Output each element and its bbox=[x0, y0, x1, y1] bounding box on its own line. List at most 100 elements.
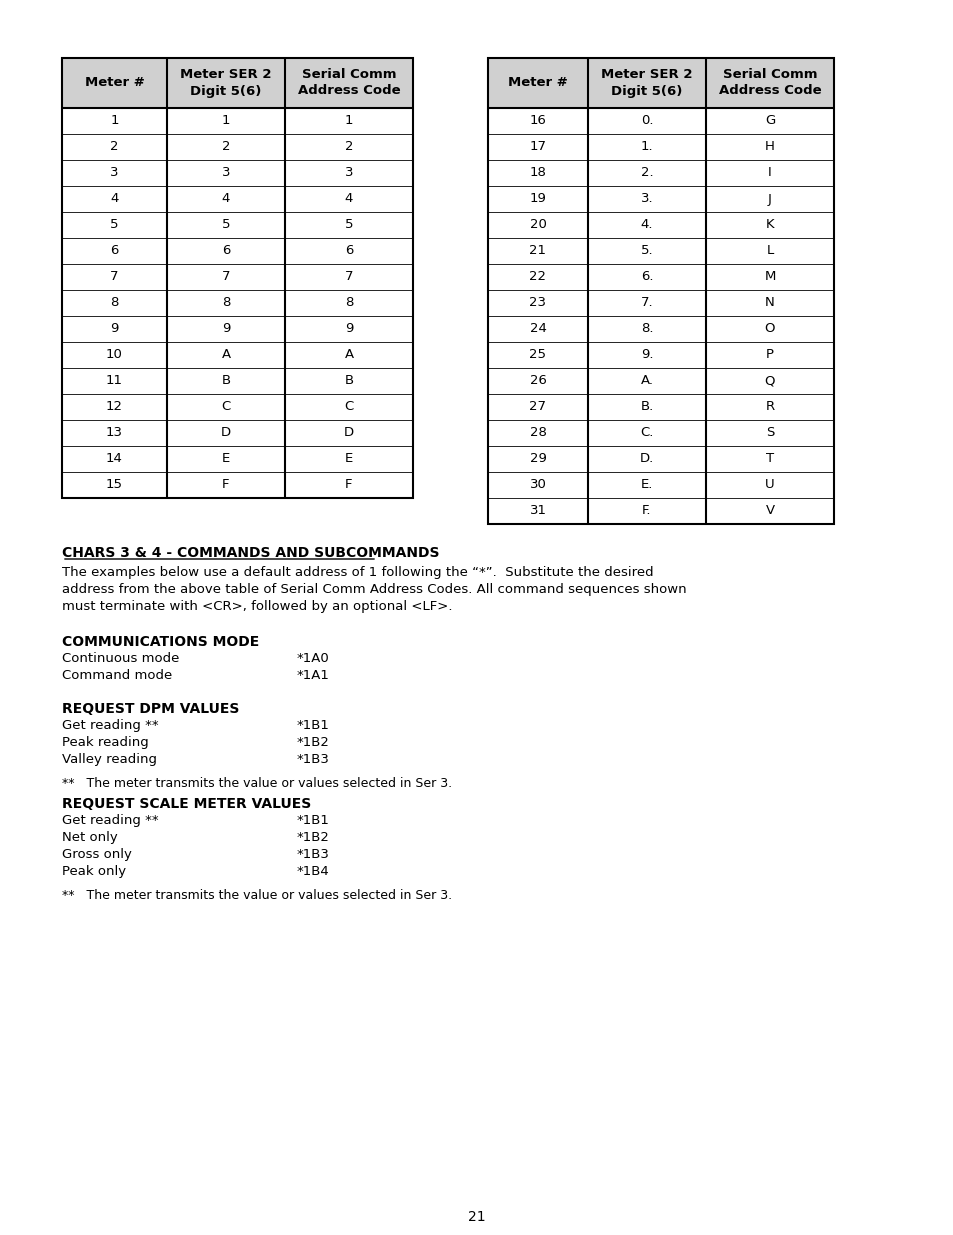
Text: 12: 12 bbox=[106, 400, 123, 414]
Text: **   The meter transmits the value or values selected in Ser 3.: ** The meter transmits the value or valu… bbox=[62, 777, 452, 790]
Text: 21: 21 bbox=[468, 1210, 485, 1224]
Text: *1B3: *1B3 bbox=[296, 848, 330, 861]
Text: REQUEST DPM VALUES: REQUEST DPM VALUES bbox=[62, 701, 239, 716]
Text: 8: 8 bbox=[344, 296, 353, 310]
Text: 6: 6 bbox=[111, 245, 118, 258]
Text: T: T bbox=[765, 452, 773, 466]
Text: G: G bbox=[764, 115, 774, 127]
Text: 26: 26 bbox=[529, 374, 546, 388]
Text: **   The meter transmits the value or values selected in Ser 3.: ** The meter transmits the value or valu… bbox=[62, 889, 452, 902]
Bar bbox=[62, 58, 413, 107]
Text: V: V bbox=[764, 505, 774, 517]
Text: F: F bbox=[345, 478, 353, 492]
Text: 4: 4 bbox=[222, 193, 230, 205]
Text: Valley reading: Valley reading bbox=[62, 753, 157, 766]
Text: 17: 17 bbox=[529, 141, 546, 153]
Text: J: J bbox=[767, 193, 771, 205]
Text: 10: 10 bbox=[106, 348, 123, 362]
Text: Gross only: Gross only bbox=[62, 848, 132, 861]
Text: 15: 15 bbox=[106, 478, 123, 492]
Text: Serial Comm
Address Code: Serial Comm Address Code bbox=[297, 68, 400, 98]
Text: 13: 13 bbox=[106, 426, 123, 440]
Text: 6: 6 bbox=[222, 245, 230, 258]
Text: The examples below use a default address of 1 following the “*”.  Substitute the: The examples below use a default address… bbox=[62, 566, 653, 579]
Text: 1: 1 bbox=[111, 115, 118, 127]
Text: 5: 5 bbox=[221, 219, 230, 231]
Text: COMMUNICATIONS MODE: COMMUNICATIONS MODE bbox=[62, 635, 259, 650]
Text: B: B bbox=[221, 374, 231, 388]
Text: *1B4: *1B4 bbox=[296, 864, 330, 878]
Text: 14: 14 bbox=[106, 452, 123, 466]
Text: 7: 7 bbox=[344, 270, 353, 284]
Text: Get reading **: Get reading ** bbox=[62, 719, 158, 732]
Text: 6: 6 bbox=[344, 245, 353, 258]
Text: 2: 2 bbox=[111, 141, 118, 153]
Text: 1: 1 bbox=[221, 115, 230, 127]
Text: F.: F. bbox=[641, 505, 651, 517]
Text: *1B2: *1B2 bbox=[296, 736, 330, 748]
Text: Meter #: Meter # bbox=[85, 77, 144, 89]
Text: B.: B. bbox=[639, 400, 653, 414]
Text: 3: 3 bbox=[221, 167, 230, 179]
Text: K: K bbox=[765, 219, 774, 231]
Text: A.: A. bbox=[639, 374, 653, 388]
Text: 20: 20 bbox=[529, 219, 546, 231]
Text: 24: 24 bbox=[529, 322, 546, 336]
Text: 7: 7 bbox=[111, 270, 118, 284]
Text: 25: 25 bbox=[529, 348, 546, 362]
Text: 9: 9 bbox=[222, 322, 230, 336]
Text: 2: 2 bbox=[221, 141, 230, 153]
Text: M: M bbox=[763, 270, 775, 284]
Bar bbox=[62, 107, 413, 498]
Text: 5: 5 bbox=[344, 219, 353, 231]
Text: A: A bbox=[221, 348, 231, 362]
Text: D.: D. bbox=[639, 452, 654, 466]
Text: 1.: 1. bbox=[640, 141, 653, 153]
Text: 5: 5 bbox=[111, 219, 118, 231]
Text: 8: 8 bbox=[111, 296, 118, 310]
Text: 6.: 6. bbox=[640, 270, 653, 284]
Bar bbox=[488, 58, 833, 107]
Text: Get reading **: Get reading ** bbox=[62, 814, 158, 827]
Text: E.: E. bbox=[640, 478, 653, 492]
Text: L: L bbox=[765, 245, 773, 258]
Bar bbox=[488, 107, 833, 524]
Text: 19: 19 bbox=[529, 193, 546, 205]
Text: 1: 1 bbox=[344, 115, 353, 127]
Text: Peak reading: Peak reading bbox=[62, 736, 149, 748]
Text: 3: 3 bbox=[344, 167, 353, 179]
Text: Command mode: Command mode bbox=[62, 669, 172, 682]
Text: N: N bbox=[764, 296, 774, 310]
Text: *1B3: *1B3 bbox=[296, 753, 330, 766]
Text: 30: 30 bbox=[529, 478, 546, 492]
Text: 5.: 5. bbox=[640, 245, 653, 258]
Text: Q: Q bbox=[764, 374, 775, 388]
Text: C.: C. bbox=[639, 426, 653, 440]
Text: 2: 2 bbox=[344, 141, 353, 153]
Text: Continuous mode: Continuous mode bbox=[62, 652, 179, 664]
Text: O: O bbox=[764, 322, 775, 336]
Text: 4.: 4. bbox=[640, 219, 653, 231]
Text: R: R bbox=[764, 400, 774, 414]
Text: *1B2: *1B2 bbox=[296, 831, 330, 844]
Text: Peak only: Peak only bbox=[62, 864, 126, 878]
Text: 11: 11 bbox=[106, 374, 123, 388]
Text: 2.: 2. bbox=[640, 167, 653, 179]
Text: P: P bbox=[765, 348, 773, 362]
Text: *1B1: *1B1 bbox=[296, 814, 330, 827]
Text: 9.: 9. bbox=[640, 348, 653, 362]
Text: 27: 27 bbox=[529, 400, 546, 414]
Text: C: C bbox=[344, 400, 354, 414]
Bar bbox=[488, 58, 833, 524]
Text: 4: 4 bbox=[111, 193, 118, 205]
Text: 31: 31 bbox=[529, 505, 546, 517]
Text: *1B1: *1B1 bbox=[296, 719, 330, 732]
Text: 29: 29 bbox=[529, 452, 546, 466]
Text: 22: 22 bbox=[529, 270, 546, 284]
Text: H: H bbox=[764, 141, 774, 153]
Text: 3.: 3. bbox=[640, 193, 653, 205]
Text: CHARS 3 & 4 - COMMANDS AND SUBCOMMANDS: CHARS 3 & 4 - COMMANDS AND SUBCOMMANDS bbox=[62, 546, 439, 559]
Text: I: I bbox=[767, 167, 771, 179]
Text: D: D bbox=[221, 426, 231, 440]
Text: Serial Comm
Address Code: Serial Comm Address Code bbox=[718, 68, 821, 98]
